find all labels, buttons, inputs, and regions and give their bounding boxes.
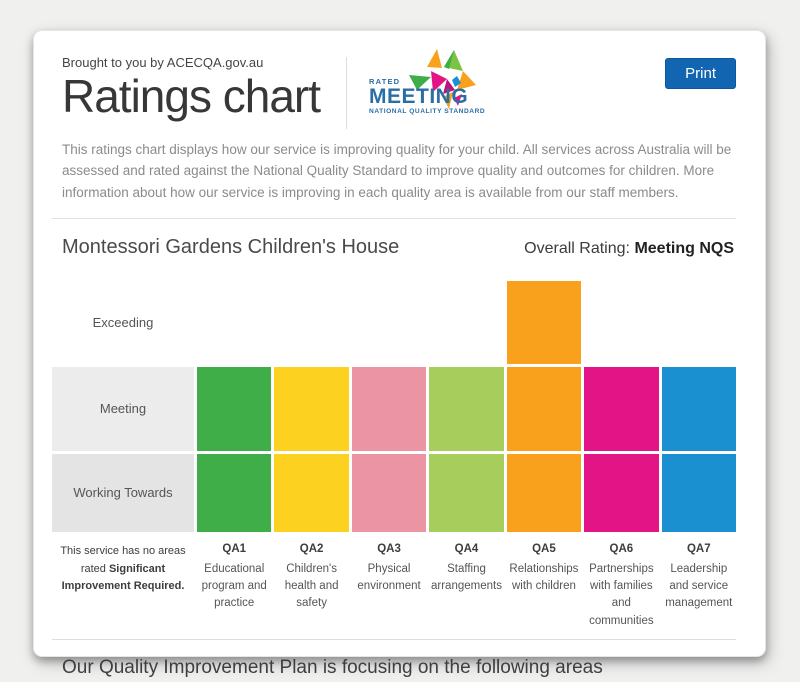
cell-qa4-working-towards xyxy=(429,453,504,532)
logo-subtitle: NATIONAL QUALITY STANDARD xyxy=(369,108,486,116)
page-title: Ratings chart xyxy=(62,70,321,122)
note-normal-text: This service has no areas rated xyxy=(60,544,186,575)
footer-divider xyxy=(52,638,736,640)
qa1-id: QA1 xyxy=(222,542,247,555)
qa7-id: QA7 xyxy=(686,542,711,555)
cell-qa4-exceeding xyxy=(429,281,503,364)
ratings-card: Brought to you by ACECQA.gov.au Ratings … xyxy=(33,30,766,678)
footer-heading: Our Quality Improvement Plan is focusing… xyxy=(62,656,603,678)
no-significant-improvement-note: This service has no areas rated Signific… xyxy=(52,537,194,630)
qa3-description: Physical environment xyxy=(357,562,421,593)
column-label-qa7: QA7 Leadership and service management xyxy=(662,537,736,630)
cell-qa2-meeting xyxy=(274,366,349,451)
column-label-qa3: QA3 Physical environment xyxy=(352,537,426,630)
column-label-qa6: QA6 Partnerships with families and commun… xyxy=(584,537,658,630)
service-name: Montessori Gardens Children's House xyxy=(62,235,400,258)
qa1-description: Educational program and practice xyxy=(201,562,267,610)
print-button[interactable]: Print xyxy=(665,58,736,89)
nqs-logo-graphic xyxy=(409,49,477,109)
cell-qa3-meeting xyxy=(351,366,427,451)
ratings-chart: Exceeding Meeting Working Towards This serv… xyxy=(52,280,736,630)
cell-qa1-meeting xyxy=(197,366,272,451)
nqs-rated-logo: RATED MEETING NATIONAL QUALITY STANDARD xyxy=(367,49,505,129)
cell-qa1-exceeding xyxy=(197,281,271,364)
chart-description: This ratings chart displays how our serv… xyxy=(52,139,736,219)
chart-row-meeting: Meeting xyxy=(52,366,736,451)
service-row: Montessori Gardens Children's House Over… xyxy=(52,236,736,259)
qa5-description: Relationships with children xyxy=(509,562,579,593)
tagline: Brought to you by ACECQA.gov.au xyxy=(62,55,264,70)
cell-qa7-meeting xyxy=(661,366,736,451)
column-label-qa4: QA4 Staffing arrangements xyxy=(429,537,503,630)
overall-rating-label: Overall Rating: xyxy=(524,239,630,257)
qa2-description: Children's health and safety xyxy=(284,562,339,610)
row-label-meeting: Meeting xyxy=(52,366,194,451)
chart-row-exceeding: Exceeding xyxy=(52,280,736,364)
row-label-exceeding: Exceeding xyxy=(92,314,154,330)
cell-qa3-working-towards xyxy=(351,453,427,532)
qa6-description: Partnerships with families and communiti… xyxy=(589,562,654,627)
column-label-qa5: QA5 Relationships with children xyxy=(507,537,581,630)
logo-rated-label: RATED xyxy=(369,77,401,86)
cell-qa5-meeting xyxy=(506,366,582,451)
qa3-id: QA3 xyxy=(377,542,401,555)
cell-qa6-meeting xyxy=(584,366,659,451)
note-bold-text: Significant Improvement Required. xyxy=(61,562,185,593)
header: Brought to you by ACECQA.gov.au Ratings … xyxy=(52,49,736,129)
cell-qa5-exceeding xyxy=(506,280,582,364)
cell-qa5-working-towards xyxy=(506,453,582,532)
qa4-id: QA4 xyxy=(454,542,479,555)
overall-rating-value: Meeting NQS xyxy=(634,239,734,257)
cell-qa6-exceeding xyxy=(584,281,658,364)
cell-qa2-exceeding xyxy=(274,281,348,364)
cell-qa7-exceeding xyxy=(662,281,736,364)
header-left: Brought to you by ACECQA.gov.au Ratings … xyxy=(52,49,321,122)
cell-qa3-exceeding xyxy=(352,281,426,364)
cell-qa2-working-towards xyxy=(274,453,349,532)
overall-rating: Overall Rating: Meeting NQS xyxy=(524,240,734,258)
row-label-working-towards: Working Towards xyxy=(52,453,194,532)
cell-qa6-working-towards xyxy=(584,453,659,532)
qa4-description: Staffing arrangements xyxy=(431,562,502,593)
header-divider xyxy=(346,57,348,129)
cell-qa4-meeting xyxy=(429,366,504,451)
qa7-description: Leadership and service management xyxy=(665,562,733,610)
qa5-id: QA5 xyxy=(532,542,556,555)
nqs-logo-text: RATED MEETING NATIONAL QUALITY STANDARD xyxy=(369,77,485,115)
chart-row-working-towards: Working Towards xyxy=(52,453,736,532)
qa2-id: QA2 xyxy=(299,542,324,555)
chart-label-row: This service has no areas rated Signific… xyxy=(52,537,736,630)
logo-rating-name: MEETING xyxy=(369,85,469,108)
column-label-qa2: QA2 Children's health and safety xyxy=(274,537,348,630)
cell-qa7-working-towards xyxy=(661,453,736,532)
column-label-qa1: QA1 Educational program and practice xyxy=(197,537,271,630)
cell-qa1-working-towards xyxy=(197,453,272,532)
qa6-id: QA6 xyxy=(609,542,634,555)
